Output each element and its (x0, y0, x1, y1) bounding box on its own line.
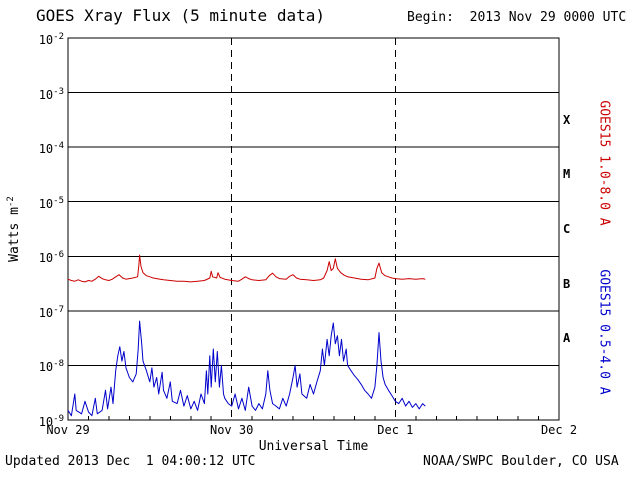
y-tick-label: 10-3 (38, 86, 64, 102)
y-tick-label: 10-2 (38, 32, 64, 47)
y-tick-label: 10-9 (38, 414, 64, 429)
flare-class-label: A (563, 331, 571, 346)
series-line-long (67, 254, 426, 283)
y-tick-label: 10-4 (38, 141, 64, 157)
y-tick-label: 10-6 (38, 250, 64, 266)
y-tick-label: 10-5 (38, 195, 64, 211)
source-attribution: NOAA/SWPC Boulder, CO USA (423, 454, 619, 469)
series-line-short (67, 320, 426, 417)
y-axis-title-exponent: -2 (5, 196, 16, 208)
x-axis-title: Universal Time (258, 439, 369, 454)
flare-class-label: C (563, 222, 571, 236)
updated-timestamp: Updated 2013 Dec 1 04:00:12 UTC (5, 454, 256, 469)
chart-title: GOES Xray Flux (5 minute data) (36, 6, 325, 25)
x-tick-label: Nov 30 (209, 423, 254, 437)
y-tick-label: 10-8 (38, 359, 64, 375)
plot-border (67, 37, 560, 421)
flare-class-label: X (563, 112, 571, 127)
series-label-short: GOES15 0.5-4.0 A (596, 269, 612, 395)
series-label-long: GOES15 1.0-8.0 A (596, 100, 612, 226)
flare-class-label: B (563, 276, 571, 291)
begin-timestamp: Begin: 2013 Nov 29 0000 UTC (407, 10, 627, 25)
y-tick-label: 10-7 (38, 304, 64, 320)
x-tick-label: Dec 2 (540, 423, 578, 437)
flare-class-label: M (563, 167, 571, 182)
x-tick-label: Nov 29 (46, 423, 90, 437)
x-tick-label: Dec 1 (377, 423, 414, 437)
